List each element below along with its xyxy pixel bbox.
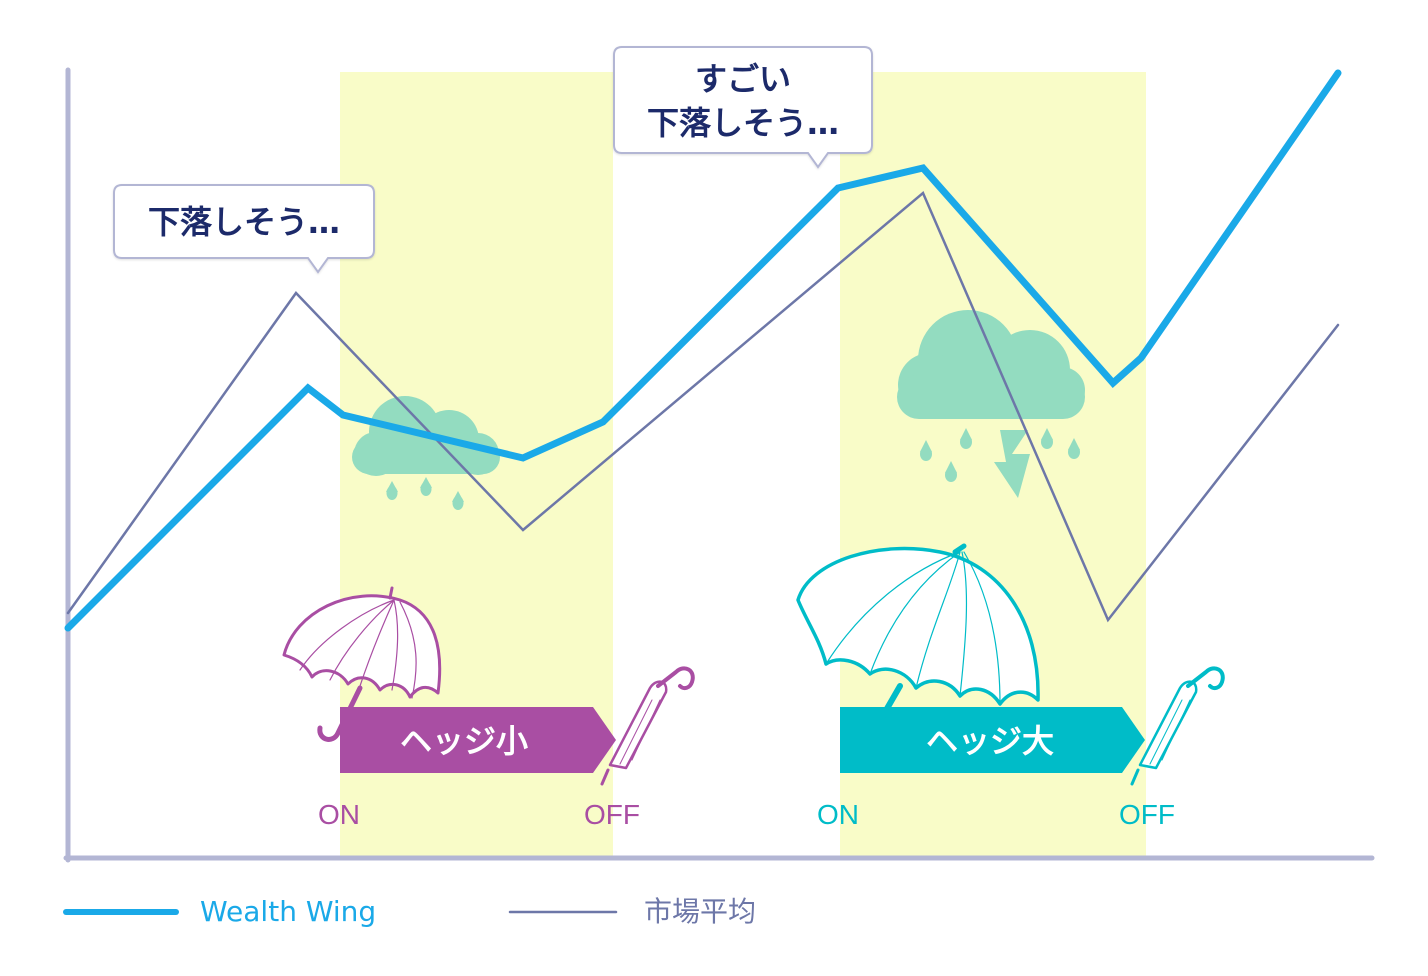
annotation-1-line-1: 下落しそう…	[148, 203, 340, 241]
hedge-large-label: ヘッジ大	[926, 722, 1054, 760]
series-lines	[64, 69, 1342, 632]
small-closed-umbrella-icon	[600, 666, 695, 786]
legend-label-market: 市場平均	[644, 895, 756, 928]
annotation-bubble-1: 下落しそう…	[113, 184, 375, 274]
hedge-small-banner: ヘッジ小	[340, 707, 616, 773]
hedge-large-arrow	[840, 707, 1145, 773]
annotation-2-line-2: 下落しそう…	[647, 104, 839, 142]
small-open-umbrella-icon	[282, 586, 442, 742]
hedge-small-off-label: OFF	[584, 799, 640, 830]
hedge-small-on-label: ON	[318, 799, 360, 830]
annotation-bubble-2: すごい 下落しそう…	[613, 46, 873, 169]
legend-label-wealth-wing: Wealth Wing	[200, 895, 376, 928]
axes	[63, 67, 1375, 863]
hedge-large-on-label: ON	[817, 799, 859, 830]
hedge-small-label: ヘッジ小	[400, 722, 528, 760]
series-line-wealth-wing	[64, 69, 1342, 632]
hedge-large-banner: ヘッジ大	[840, 707, 1145, 773]
hedge-large-off-label: OFF	[1119, 799, 1175, 830]
large-open-umbrella-icon	[796, 543, 1040, 749]
annotation-2-line-1: すごい	[695, 60, 791, 98]
on-off-labels: ON OFF ON OFF	[318, 799, 1175, 830]
storm-cloud-icon	[897, 310, 1085, 498]
hedge-small-arrow	[340, 707, 616, 773]
series-line-market-average	[66, 190, 1340, 623]
large-closed-umbrella-icon	[1130, 666, 1225, 786]
legend: Wealth Wing 市場平均	[63, 895, 756, 928]
